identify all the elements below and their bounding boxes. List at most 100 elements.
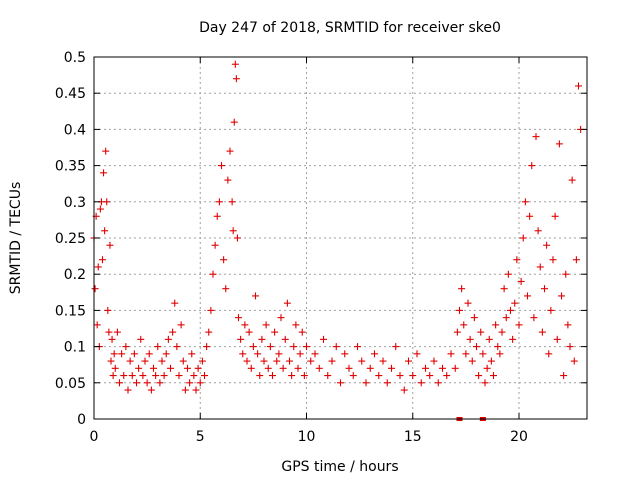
data-point xyxy=(288,372,296,380)
data-point xyxy=(530,314,538,322)
data-point xyxy=(473,343,480,351)
data-point xyxy=(464,299,472,307)
data-point xyxy=(162,350,170,358)
x-tick-label: 20 xyxy=(510,429,528,445)
data-point xyxy=(513,256,521,264)
data-point xyxy=(500,285,508,293)
data-point xyxy=(222,285,230,293)
y-tick-label: 0.45 xyxy=(55,86,86,102)
data-point xyxy=(555,140,563,148)
data-point xyxy=(269,372,276,380)
data-point xyxy=(128,372,136,380)
data-point xyxy=(264,364,272,372)
data-point xyxy=(207,306,215,314)
data-point xyxy=(470,314,478,322)
data-point xyxy=(258,335,266,343)
data-point xyxy=(366,364,374,372)
data-point xyxy=(562,270,570,278)
data-point xyxy=(462,350,470,358)
data-point xyxy=(220,256,228,264)
data-point xyxy=(564,321,572,329)
data-point xyxy=(169,328,177,336)
y-tick-label: 0.05 xyxy=(55,376,86,392)
data-point xyxy=(303,343,310,351)
data-point xyxy=(145,350,153,358)
data-point xyxy=(252,292,259,300)
data-point xyxy=(549,256,557,264)
data-point xyxy=(181,386,189,394)
data-point xyxy=(375,372,383,380)
data-point xyxy=(485,335,493,343)
data-point xyxy=(218,162,225,170)
data-point xyxy=(120,372,128,380)
data-point xyxy=(324,372,332,380)
data-point xyxy=(296,350,304,358)
data-point xyxy=(198,357,206,365)
data-point xyxy=(311,350,319,358)
data-point xyxy=(209,270,217,278)
data-point xyxy=(150,364,157,372)
data-point xyxy=(451,364,459,372)
data-point xyxy=(188,350,196,358)
data-point xyxy=(481,379,489,387)
data-point xyxy=(158,357,166,365)
data-point xyxy=(205,328,213,336)
data-point xyxy=(362,379,370,387)
data-point xyxy=(194,364,202,372)
data-point xyxy=(354,343,361,351)
data-point xyxy=(521,198,529,206)
data-point xyxy=(426,372,434,380)
data-point xyxy=(283,299,291,307)
data-point xyxy=(103,198,111,206)
data-point xyxy=(177,321,185,329)
data-point xyxy=(281,335,289,343)
data-point xyxy=(102,147,110,155)
data-point xyxy=(101,227,109,235)
data-point xyxy=(190,372,198,380)
data-point xyxy=(239,350,247,358)
data-point xyxy=(213,212,221,220)
data-point xyxy=(498,328,506,336)
data-point xyxy=(572,256,580,264)
data-point xyxy=(422,364,429,372)
data-point xyxy=(233,234,241,242)
data-point xyxy=(275,350,283,358)
data-point xyxy=(349,372,357,380)
data-point xyxy=(273,357,281,365)
data-point xyxy=(468,357,476,365)
data-point xyxy=(434,379,442,387)
data-point xyxy=(277,314,285,322)
data-point xyxy=(551,212,559,220)
y-tick-label: 0.25 xyxy=(55,231,86,247)
data-point xyxy=(137,335,145,343)
data-point xyxy=(196,379,204,387)
data-point xyxy=(231,60,239,68)
data-point xyxy=(371,350,378,358)
data-point xyxy=(184,364,191,372)
data-point xyxy=(99,256,106,264)
data-point xyxy=(106,241,114,249)
data-point xyxy=(139,372,147,380)
data-point xyxy=(392,343,400,351)
data-point xyxy=(241,321,249,329)
data-point xyxy=(105,328,113,336)
data-point xyxy=(93,321,101,329)
data-point xyxy=(447,350,455,358)
data-point xyxy=(237,335,245,343)
data-point xyxy=(192,386,200,394)
data-point xyxy=(141,357,149,365)
data-point xyxy=(483,364,491,372)
y-axis-label: SRMTID / TECUs xyxy=(8,182,24,295)
x-tick-label: 5 xyxy=(196,429,205,445)
data-point xyxy=(260,357,268,365)
data-point xyxy=(133,379,140,387)
data-point xyxy=(147,386,155,394)
data-point xyxy=(405,357,412,365)
y-tick-label: 0 xyxy=(77,412,86,428)
data-point xyxy=(341,350,349,358)
data-point xyxy=(358,357,366,365)
data-point xyxy=(515,321,523,329)
data-point xyxy=(332,343,340,351)
data-point xyxy=(300,372,308,380)
data-point xyxy=(249,343,257,351)
